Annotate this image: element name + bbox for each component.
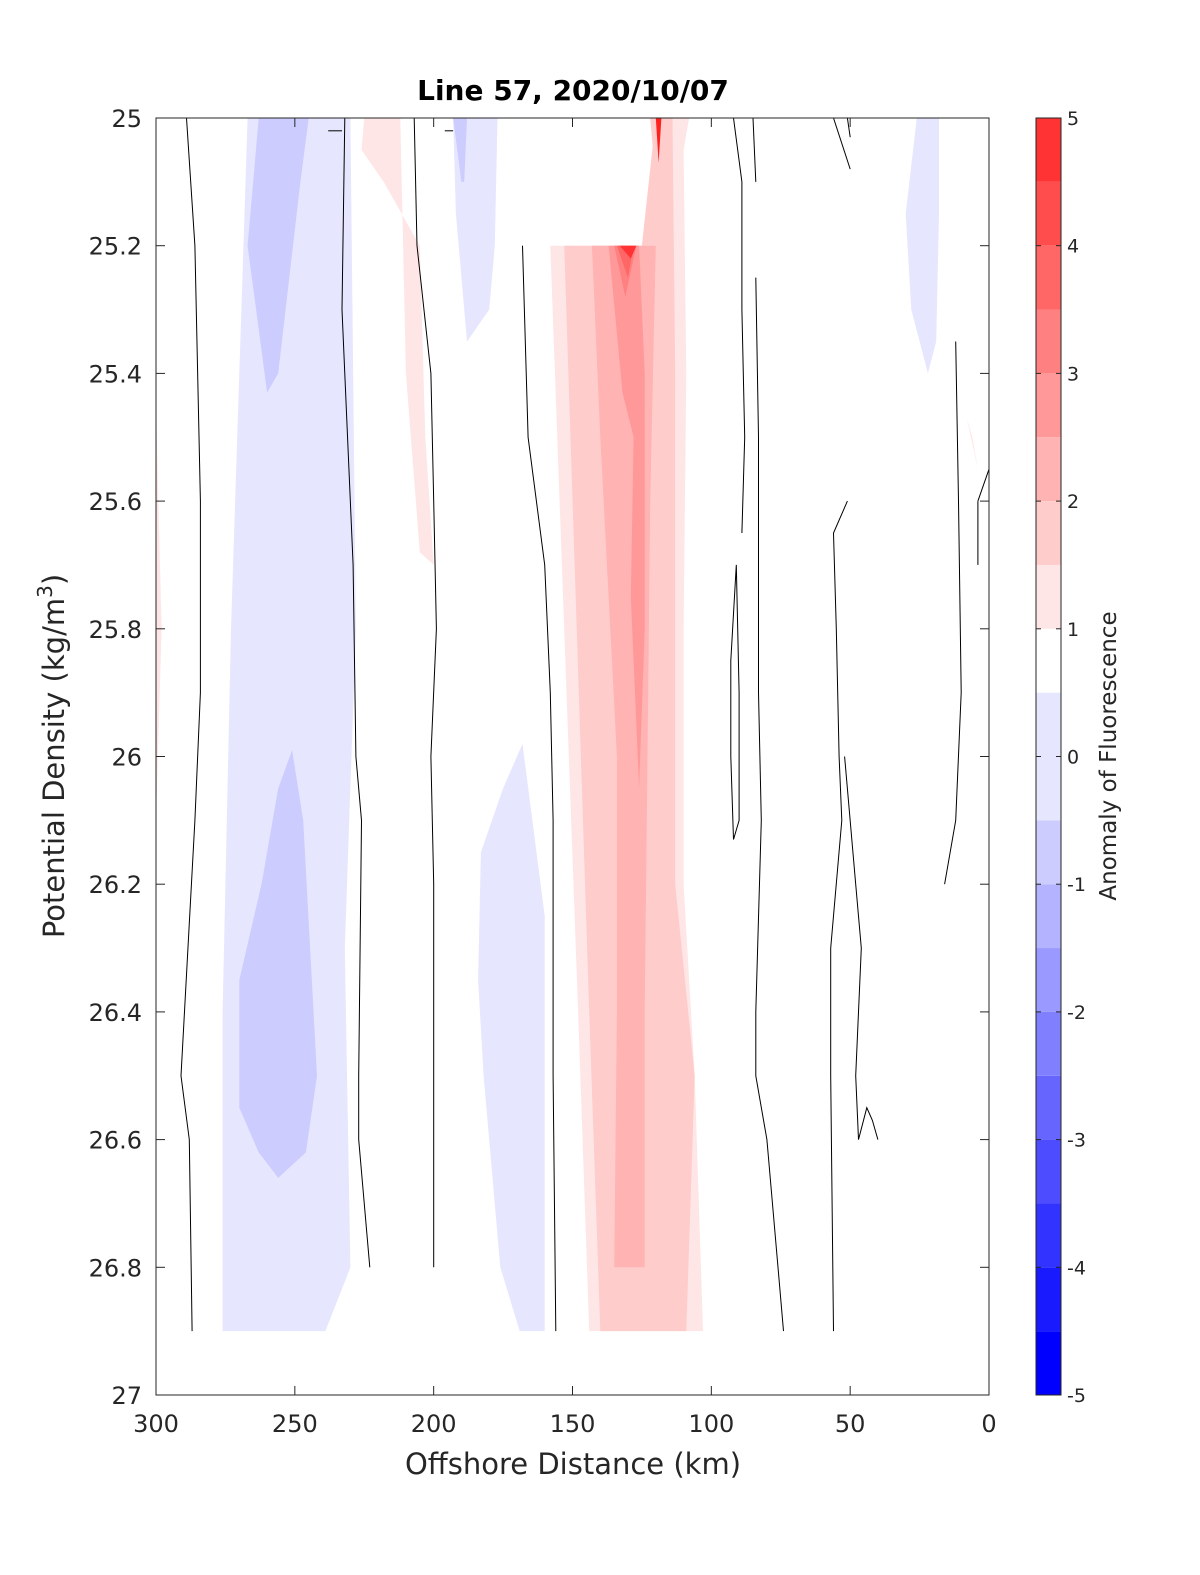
y-tick-label: 27 bbox=[111, 1382, 142, 1410]
y-tick-label: 26.6 bbox=[89, 1127, 142, 1155]
contour-line-6 bbox=[733, 117, 746, 534]
contour-region-14 bbox=[619, 245, 637, 259]
colorbar-swatch bbox=[1036, 1331, 1061, 1395]
contour-region-17 bbox=[905, 118, 939, 374]
contour-line-14 bbox=[944, 341, 962, 885]
y-tick-label: 26.4 bbox=[89, 999, 142, 1027]
colorbar-tick-label: 5 bbox=[1067, 108, 1079, 130]
colorbar-swatch bbox=[1036, 245, 1061, 310]
colorbar-tick-label: 4 bbox=[1067, 236, 1079, 258]
contour-line-7 bbox=[752, 117, 757, 182]
colorbar-swatch bbox=[1036, 948, 1061, 1012]
contour-line-15 bbox=[977, 469, 990, 502]
colorbar-swatch bbox=[1036, 628, 1061, 693]
contour-region-4 bbox=[361, 118, 434, 565]
colorbar-swatch bbox=[1036, 1139, 1061, 1204]
contour-line-5 bbox=[522, 245, 557, 1332]
y-axis-title-close: ) bbox=[37, 574, 71, 585]
contour-line-12 bbox=[844, 756, 879, 1140]
x-axis: 300 250 200 150 100 50 0 bbox=[133, 118, 997, 1438]
contour-line-9 bbox=[730, 564, 740, 840]
colorbar-swatch bbox=[1036, 1011, 1061, 1076]
contour-line-13 bbox=[833, 117, 851, 170]
chart-title: Line 57, 2020/10/07 bbox=[417, 74, 729, 107]
contour-line-0 bbox=[180, 117, 201, 1332]
y-tick-label: 26.8 bbox=[89, 1254, 142, 1282]
colorbar-swatch bbox=[1036, 1203, 1061, 1268]
colorbar-swatch bbox=[1036, 501, 1061, 565]
colorbar-swatch bbox=[1036, 1267, 1061, 1332]
y-axis-title: Potential Density (kg/m3) bbox=[33, 574, 71, 938]
contour-region-1 bbox=[247, 118, 309, 393]
colorbar-tick-label: -5 bbox=[1067, 1385, 1086, 1407]
colorbar-tick-label: -4 bbox=[1067, 1257, 1086, 1279]
colorbar-tick-label: -3 bbox=[1067, 1130, 1086, 1152]
y-tick-label: 25 bbox=[111, 105, 142, 133]
x-tick-label: 0 bbox=[981, 1410, 996, 1438]
contour-region-3 bbox=[156, 405, 162, 821]
x-axis-title: Offshore Distance (km) bbox=[405, 1447, 741, 1481]
x-tick-label: 200 bbox=[411, 1410, 457, 1438]
y-axis-title-main: Potential Density (kg/m bbox=[37, 598, 71, 938]
colorbar-swatch bbox=[1036, 118, 1061, 182]
colorbar: -5 -4 -3 -2 -1 0 1 2 3 4 5 bbox=[1035, 108, 1086, 1407]
y-tick-label: 26 bbox=[111, 744, 142, 772]
contour-region-18 bbox=[966, 418, 978, 470]
y-tick-label: 25.2 bbox=[89, 233, 142, 261]
colorbar-swatch bbox=[1036, 181, 1061, 246]
y-axis: 25 25.2 25.4 25.6 25.8 26 26.2 26.4 26.6 26.8 27 bbox=[89, 105, 989, 1410]
x-tick-label: 250 bbox=[272, 1410, 318, 1438]
contour-line-11 bbox=[830, 500, 848, 1332]
colorbar-tick-label: -2 bbox=[1067, 1002, 1086, 1024]
contour-lines bbox=[180, 117, 990, 1332]
colorbar-tick-label: 2 bbox=[1067, 491, 1079, 513]
contour-line-2 bbox=[341, 117, 371, 1268]
colorbar-swatch bbox=[1036, 309, 1061, 374]
colorbar-tick-label: 1 bbox=[1067, 619, 1079, 641]
y-tick-label: 26.2 bbox=[89, 871, 142, 899]
x-tick-label: 150 bbox=[550, 1410, 596, 1438]
contour-region-7 bbox=[478, 743, 545, 1332]
x-tick-label: 100 bbox=[688, 1410, 734, 1438]
contour-region-2 bbox=[239, 750, 317, 1178]
contour-line-10 bbox=[846, 117, 851, 138]
colorbar-tick-label: 0 bbox=[1067, 747, 1079, 769]
x-tick-label: 300 bbox=[133, 1410, 179, 1438]
contour-line-8 bbox=[755, 277, 784, 1332]
contour-line-3 bbox=[413, 117, 437, 1268]
contour-region-16 bbox=[655, 118, 662, 163]
colorbar-tick-label: 3 bbox=[1067, 363, 1079, 385]
contour-region-6 bbox=[453, 118, 467, 182]
y-tick-label: 25.6 bbox=[89, 488, 142, 516]
colorbar-swatch bbox=[1036, 1075, 1061, 1140]
y-tick-label: 25.8 bbox=[89, 616, 142, 644]
colorbar-tick-label: -1 bbox=[1067, 874, 1086, 896]
colorbar-swatch bbox=[1036, 820, 1061, 885]
colorbar-swatch bbox=[1036, 884, 1061, 949]
contour-regions bbox=[156, 118, 978, 1332]
x-tick-label: 50 bbox=[835, 1410, 866, 1438]
colorbar-swatch bbox=[1036, 373, 1061, 438]
y-tick-label: 25.4 bbox=[89, 360, 142, 388]
colorbar-title: Anomaly of Fluorescence bbox=[1096, 611, 1122, 900]
contour-region-11 bbox=[608, 245, 645, 789]
colorbar-swatch bbox=[1036, 564, 1061, 629]
y-axis-title-superscript: 3 bbox=[33, 585, 57, 598]
colorbar-swatch bbox=[1036, 437, 1061, 502]
